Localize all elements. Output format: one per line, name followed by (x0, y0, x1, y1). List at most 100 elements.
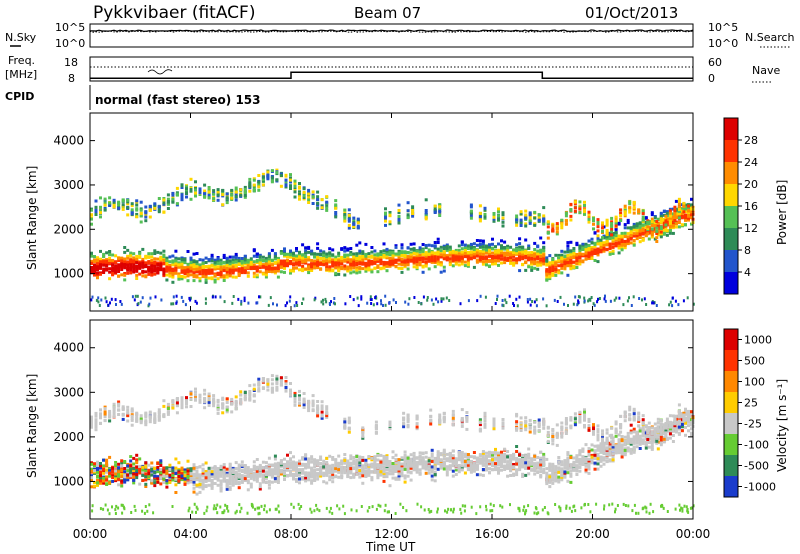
heatmap-cell (221, 203, 225, 207)
heatmap-cell (201, 467, 205, 471)
freq-label-line2: [MHz] (5, 68, 37, 81)
heatmap-cell (261, 460, 265, 464)
heatmap-cell (539, 236, 543, 240)
heatmap-cell (454, 262, 458, 266)
heatmap-cell (258, 253, 262, 257)
heatmap-cell (325, 267, 329, 271)
heatmap-cell (655, 232, 659, 235)
heatmap-cell (626, 221, 630, 225)
nsky-tick-high: 10^5 (55, 21, 85, 34)
heatmap-cell (204, 256, 208, 260)
heatmap-cell (457, 254, 461, 258)
heatmap-cell (156, 262, 160, 266)
heatmap-cell (536, 245, 540, 249)
heatmap-cell (258, 474, 262, 478)
heatmap-cell (180, 295, 183, 299)
heatmap-cell (533, 216, 537, 220)
heatmap-cell (352, 216, 356, 220)
heatmap-cell (162, 270, 166, 274)
heatmap-cell (228, 255, 232, 259)
heatmap-cell (186, 279, 190, 283)
heatmap-cell (249, 257, 253, 261)
heatmap-cell (255, 469, 259, 473)
heatmap-cell (207, 469, 211, 473)
heatmap-cell (358, 255, 362, 259)
heatmap-cell (418, 261, 422, 265)
heatmap-cell (542, 255, 546, 259)
heatmap-cell (448, 299, 451, 302)
heatmap-cell (361, 255, 365, 259)
heatmap-cell (120, 461, 124, 465)
heatmap-cell (521, 248, 525, 251)
heatmap-cell (500, 248, 503, 252)
heatmap-cell (628, 296, 630, 300)
heatmap-cell (159, 461, 163, 465)
heatmap-cell (284, 183, 288, 187)
heatmap-cell (129, 251, 133, 255)
heatmap-cell (207, 267, 211, 271)
heatmap-cell (463, 246, 467, 250)
heatmap-cell (174, 457, 178, 461)
heatmap-cell (120, 469, 124, 472)
heatmap-cell (485, 259, 488, 263)
heatmap-cell (135, 469, 139, 473)
heatmap-cell (614, 224, 618, 227)
heatmap-cell (129, 468, 133, 472)
heatmap-cell (295, 472, 298, 476)
heatmap-cell (289, 473, 292, 477)
heatmap-cell (373, 266, 377, 270)
heatmap-cell (313, 259, 317, 263)
heatmap-cell (592, 222, 595, 226)
heatmap-cell (94, 205, 98, 209)
heatmap-cell (295, 249, 298, 253)
heatmap-cell (641, 298, 643, 302)
heatmap-cell (575, 266, 579, 269)
heatmap-cell (355, 243, 359, 247)
heatmap-cell (385, 269, 389, 273)
heatmap-cell (270, 471, 274, 475)
heatmap-cell (162, 466, 166, 470)
heatmap-cell (270, 473, 274, 477)
heatmap-cell (619, 219, 623, 222)
heatmap-cell (650, 211, 654, 215)
heatmap-cell (99, 464, 102, 468)
heatmap-cell (198, 474, 202, 477)
heatmap-cell (581, 260, 585, 264)
heatmap-cell (204, 470, 208, 473)
heatmap-cell (601, 236, 604, 240)
heatmap-cell (563, 258, 567, 262)
heatmap-cell (201, 271, 205, 275)
heatmap-cell (535, 298, 538, 302)
heatmap-cell (569, 208, 573, 212)
cpid-label: CPID (5, 90, 34, 103)
heatmap-cell (105, 475, 109, 479)
heatmap-cell (527, 255, 531, 259)
heatmap-cell (279, 173, 283, 177)
heatmap-cell (491, 262, 494, 266)
heatmap-cell (659, 214, 663, 218)
heatmap-cell (243, 477, 247, 481)
heatmap-cell (647, 237, 651, 241)
heatmap-cell (659, 225, 663, 229)
heatmap-cell (237, 475, 241, 479)
heatmap-cell (292, 262, 295, 266)
heatmap-cell (204, 261, 208, 264)
heatmap-cell (593, 249, 597, 253)
heatmap-cell (243, 185, 247, 189)
heatmap-cell (256, 301, 259, 305)
heatmap-cell (203, 192, 207, 196)
heatmap-cell (334, 271, 338, 275)
heatmap-cell (301, 268, 305, 272)
heatmap-cell (497, 254, 500, 258)
heatmap-cell (533, 252, 537, 256)
heatmap-cell (626, 235, 630, 239)
heatmap-cell (451, 264, 455, 268)
heatmap-cell (435, 297, 438, 301)
heatmap-cell (165, 481, 169, 485)
heatmap-cell (385, 263, 389, 267)
heatmap-cell (117, 206, 121, 210)
heatmap-cell (355, 262, 359, 265)
heatmap-cell (629, 230, 633, 234)
heatmap-cell (171, 466, 175, 470)
heatmap-cell (668, 219, 672, 223)
